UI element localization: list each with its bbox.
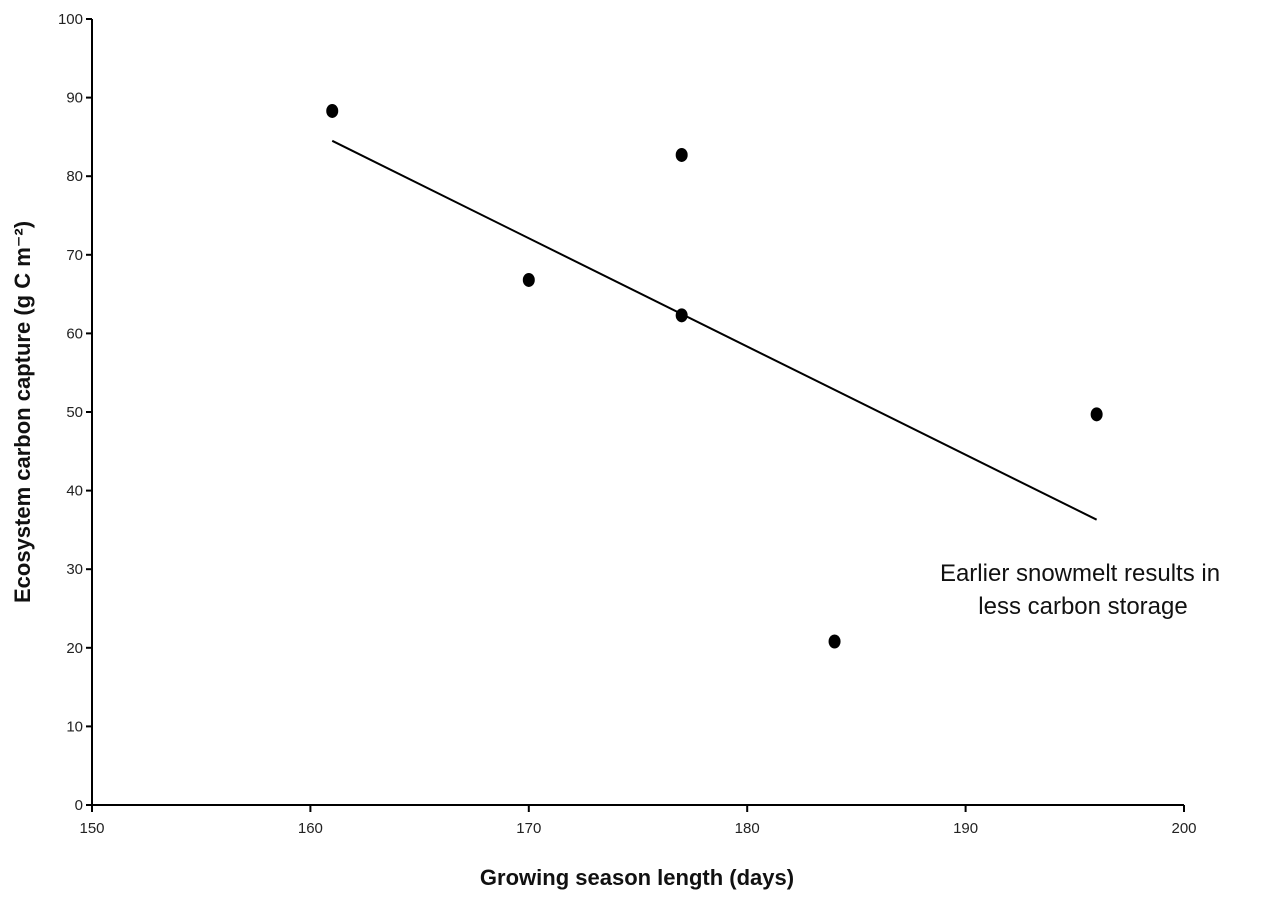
annotation-line-1: Earlier snowmelt results in [940,560,1220,587]
y-tick-label: 50 [66,404,83,421]
y-tick-label: 100 [58,11,83,28]
y-tick-label: 60 [66,325,83,342]
x-tick-label: 160 [298,820,323,837]
y-tick-label: 70 [66,247,83,264]
x-axis-title: Growing season length (days) [480,865,794,890]
x-tick-label: 200 [1171,820,1196,837]
y-tick-label: 0 [75,797,83,814]
data-point [522,272,535,287]
y-tick-label: 10 [66,718,83,735]
x-tick-label: 190 [953,820,978,837]
y-tick-label: 80 [66,168,83,185]
x-ticks: 150 160 170 180 190 200 [79,805,1197,837]
x-tick-label: 180 [735,820,760,837]
trend-line [331,139,1098,521]
data-points [326,103,1103,649]
data-point [1090,407,1103,422]
data-point [326,103,339,118]
annotation-line-2: less carbon storage [978,593,1187,620]
axes [91,19,1184,806]
y-tick-label: 90 [66,90,83,107]
data-point [828,634,841,649]
data-point [675,308,688,323]
y-axis-title: Ecosystem carbon capture (g C m⁻²) [10,221,35,603]
x-tick-label: 170 [516,820,541,837]
y-ticks: 0 10 20 30 40 50 60 70 80 90 100 [58,11,92,814]
y-tick-label: 40 [66,483,83,500]
y-tick-label: 20 [66,640,83,657]
x-tick-label: 150 [79,820,104,837]
y-tick-label: 30 [66,561,83,578]
data-point [675,147,688,162]
